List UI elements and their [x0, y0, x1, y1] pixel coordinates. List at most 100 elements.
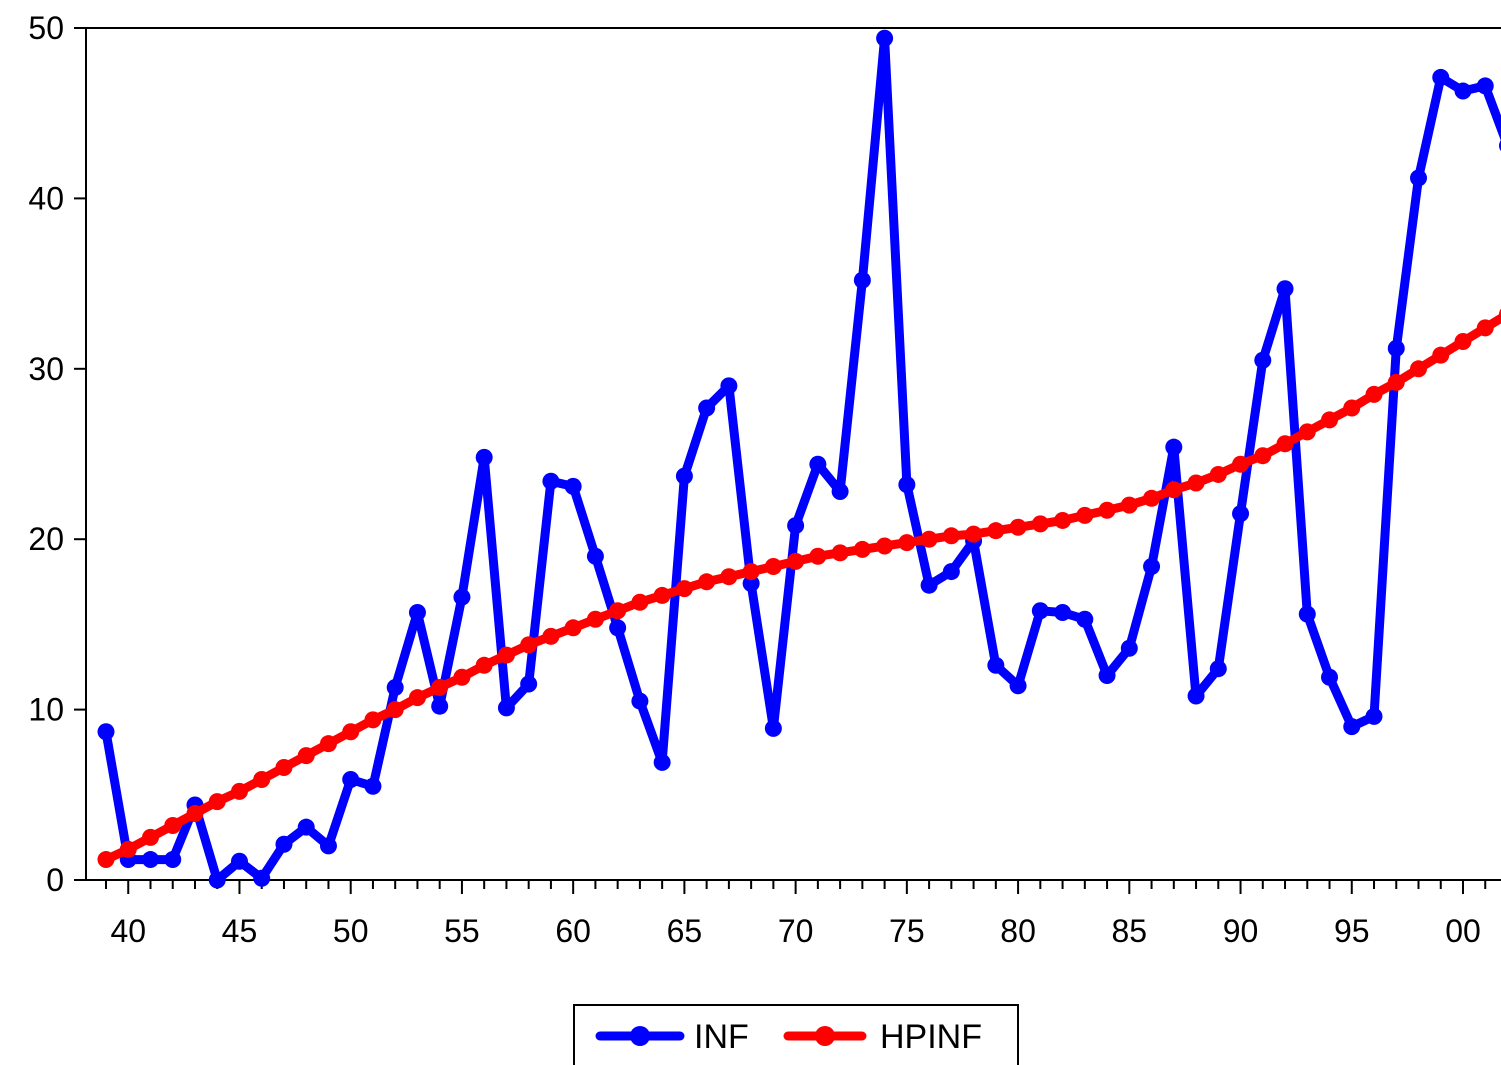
point-inf — [1209, 660, 1227, 678]
point-hpinf — [164, 816, 182, 834]
series-inf — [97, 29, 1501, 889]
point-hpinf — [1387, 373, 1405, 391]
point-hpinf — [1254, 447, 1272, 465]
point-hpinf — [1076, 506, 1094, 524]
x-tick-label: 85 — [1112, 913, 1148, 949]
point-inf — [586, 547, 604, 565]
point-hpinf — [920, 530, 938, 548]
tick-marks — [74, 27, 1487, 894]
point-inf — [787, 517, 805, 535]
point-inf — [1387, 339, 1405, 357]
point-hpinf — [787, 552, 805, 570]
y-tick-label: 30 — [28, 351, 64, 387]
point-hpinf — [453, 668, 471, 686]
x-tick-label: 75 — [889, 913, 925, 949]
point-hpinf — [1276, 435, 1294, 453]
point-hpinf — [230, 782, 248, 800]
point-inf — [275, 835, 293, 853]
point-inf — [631, 692, 649, 710]
point-inf — [431, 697, 449, 715]
point-inf — [497, 699, 515, 717]
point-inf — [1276, 280, 1294, 298]
point-hpinf — [675, 580, 693, 598]
point-hpinf — [119, 840, 137, 858]
legend: INF HPINF — [573, 1004, 1019, 1065]
point-inf — [564, 477, 582, 495]
point-hpinf — [408, 689, 426, 707]
point-hpinf — [1365, 385, 1383, 403]
point-inf — [764, 719, 782, 737]
point-inf — [831, 482, 849, 500]
point-hpinf — [1098, 501, 1116, 519]
point-hpinf — [987, 522, 1005, 540]
point-hpinf — [1187, 474, 1205, 492]
point-inf — [1321, 668, 1339, 686]
point-inf — [675, 467, 693, 485]
point-inf — [1187, 687, 1205, 705]
point-hpinf — [520, 636, 538, 654]
point-hpinf — [942, 527, 960, 545]
point-inf — [164, 851, 182, 869]
point-hpinf — [275, 759, 293, 777]
point-inf — [1031, 602, 1049, 620]
point-hpinf — [609, 602, 627, 620]
point-inf — [1498, 140, 1501, 152]
x-tick-label: 45 — [222, 913, 258, 949]
point-hpinf — [141, 828, 159, 846]
point-inf — [1120, 639, 1138, 657]
point-hpinf — [1410, 360, 1428, 378]
point-inf — [453, 588, 471, 606]
x-tick-label: 90 — [1223, 913, 1259, 949]
point-hpinf — [1476, 319, 1494, 337]
x-tick-label: 55 — [444, 913, 480, 949]
point-inf — [1298, 605, 1316, 623]
y-tick-label: 40 — [28, 180, 64, 216]
series-line-inf — [101, 33, 1501, 885]
point-hpinf — [1298, 423, 1316, 441]
point-inf — [1410, 169, 1428, 187]
point-inf — [1009, 677, 1027, 695]
point-inf — [698, 399, 716, 417]
point-inf — [1098, 667, 1116, 685]
point-inf — [1165, 438, 1183, 456]
point-inf — [720, 377, 738, 395]
x-tick-label: 95 — [1334, 913, 1370, 949]
point-hpinf — [831, 544, 849, 562]
point-hpinf — [1321, 411, 1339, 429]
point-inf — [1232, 505, 1250, 523]
legend-marker-hpinf — [815, 1026, 835, 1046]
x-tick-label: 50 — [333, 913, 369, 949]
point-hpinf — [97, 851, 115, 869]
point-hpinf — [1232, 455, 1250, 473]
point-inf — [1454, 82, 1472, 100]
point-hpinf — [698, 573, 716, 591]
x-tick-label: 80 — [1000, 913, 1036, 949]
point-hpinf — [1031, 515, 1049, 533]
point-hpinf — [1343, 399, 1361, 417]
point-hpinf — [319, 735, 337, 753]
point-inf — [987, 656, 1005, 674]
point-hpinf — [1498, 308, 1501, 320]
point-hpinf — [208, 793, 226, 811]
point-inf — [1343, 718, 1361, 736]
point-inf — [364, 777, 382, 795]
point-hpinf — [564, 619, 582, 637]
point-inf — [520, 675, 538, 693]
point-inf — [653, 753, 671, 771]
point-hpinf — [475, 656, 493, 674]
legend-marker-inf — [630, 1026, 650, 1046]
point-inf — [1254, 351, 1272, 369]
point-hpinf — [742, 563, 760, 581]
point-inf — [1076, 610, 1094, 628]
point-inf — [609, 619, 627, 637]
point-inf — [542, 472, 560, 490]
legend-label-inf: INF — [694, 1018, 749, 1056]
x-tick-label: 40 — [110, 913, 146, 949]
point-inf — [1432, 68, 1450, 86]
point-hpinf — [653, 586, 671, 604]
y-tick-label: 10 — [28, 692, 64, 728]
tick-labels: 0 10 20 30 40 50 40 45 50 55 60 65 70 75 80 85 90 95 00 — [28, 10, 1480, 949]
point-hpinf — [1454, 333, 1472, 351]
point-hpinf — [1120, 496, 1138, 514]
point-hpinf — [898, 534, 916, 552]
